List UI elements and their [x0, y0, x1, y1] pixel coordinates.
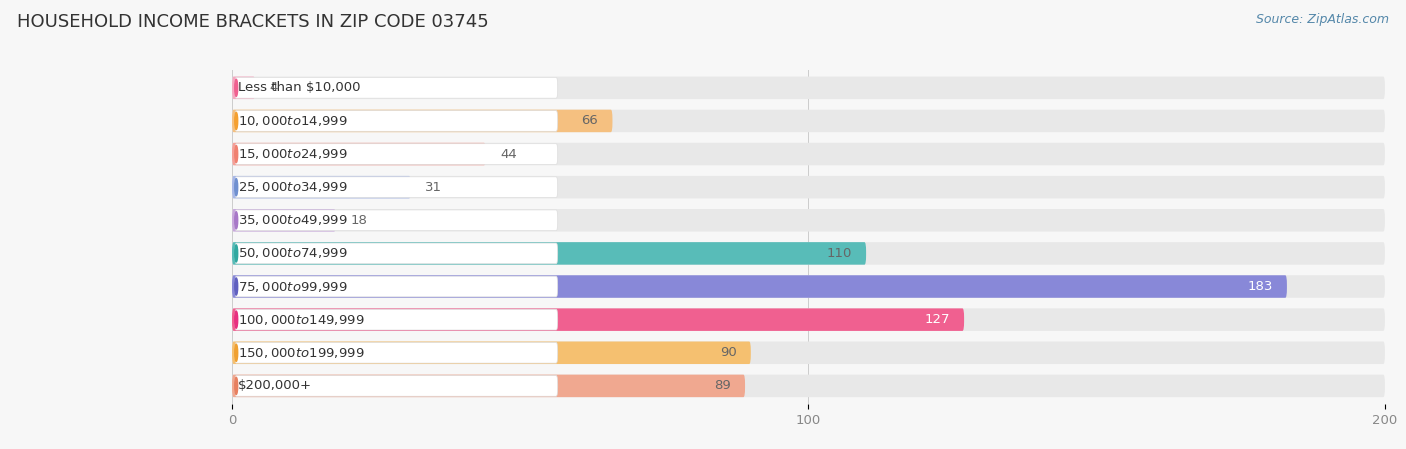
Text: 127: 127	[924, 313, 949, 326]
Circle shape	[235, 212, 238, 229]
Circle shape	[235, 145, 238, 163]
Text: 66: 66	[581, 114, 598, 128]
Text: $200,000+: $200,000+	[238, 379, 312, 392]
Text: 31: 31	[425, 180, 441, 194]
FancyBboxPatch shape	[232, 342, 751, 364]
Text: $50,000 to $74,999: $50,000 to $74,999	[238, 247, 347, 260]
FancyBboxPatch shape	[235, 144, 558, 164]
Text: 110: 110	[827, 247, 852, 260]
FancyBboxPatch shape	[232, 110, 613, 132]
FancyBboxPatch shape	[232, 242, 1385, 264]
FancyBboxPatch shape	[232, 242, 866, 264]
FancyBboxPatch shape	[235, 343, 558, 363]
FancyBboxPatch shape	[232, 143, 1385, 165]
FancyBboxPatch shape	[235, 276, 558, 297]
FancyBboxPatch shape	[235, 77, 558, 98]
FancyBboxPatch shape	[232, 275, 1385, 298]
Text: $35,000 to $49,999: $35,000 to $49,999	[238, 213, 347, 227]
FancyBboxPatch shape	[235, 210, 558, 231]
FancyBboxPatch shape	[232, 308, 1385, 331]
FancyBboxPatch shape	[232, 308, 965, 331]
FancyBboxPatch shape	[232, 275, 1286, 298]
FancyBboxPatch shape	[232, 76, 254, 99]
FancyBboxPatch shape	[232, 342, 1385, 364]
Text: Source: ZipAtlas.com: Source: ZipAtlas.com	[1256, 13, 1389, 26]
Circle shape	[235, 245, 238, 262]
Text: $15,000 to $24,999: $15,000 to $24,999	[238, 147, 347, 161]
Text: $25,000 to $34,999: $25,000 to $34,999	[238, 180, 347, 194]
Text: 18: 18	[350, 214, 367, 227]
Text: $10,000 to $14,999: $10,000 to $14,999	[238, 114, 347, 128]
FancyBboxPatch shape	[232, 209, 336, 232]
FancyBboxPatch shape	[232, 76, 1385, 99]
Text: $75,000 to $99,999: $75,000 to $99,999	[238, 280, 347, 294]
Circle shape	[235, 112, 238, 129]
FancyBboxPatch shape	[232, 176, 1385, 198]
Circle shape	[235, 344, 238, 361]
Text: HOUSEHOLD INCOME BRACKETS IN ZIP CODE 03745: HOUSEHOLD INCOME BRACKETS IN ZIP CODE 03…	[17, 13, 489, 31]
Text: 90: 90	[720, 346, 737, 359]
Text: Less than $10,000: Less than $10,000	[238, 81, 360, 94]
Text: 44: 44	[501, 148, 517, 161]
FancyBboxPatch shape	[235, 243, 558, 264]
Circle shape	[235, 311, 238, 328]
FancyBboxPatch shape	[232, 143, 485, 165]
Text: 89: 89	[714, 379, 731, 392]
FancyBboxPatch shape	[232, 374, 745, 397]
FancyBboxPatch shape	[232, 110, 1385, 132]
FancyBboxPatch shape	[232, 374, 1385, 397]
Text: $150,000 to $199,999: $150,000 to $199,999	[238, 346, 364, 360]
FancyBboxPatch shape	[235, 177, 558, 198]
Circle shape	[235, 377, 238, 394]
FancyBboxPatch shape	[235, 110, 558, 131]
Circle shape	[235, 179, 238, 196]
FancyBboxPatch shape	[235, 375, 558, 396]
FancyBboxPatch shape	[235, 309, 558, 330]
Text: 183: 183	[1247, 280, 1272, 293]
FancyBboxPatch shape	[232, 209, 1385, 232]
Text: 4: 4	[270, 81, 278, 94]
Circle shape	[235, 278, 238, 295]
FancyBboxPatch shape	[232, 176, 411, 198]
Circle shape	[235, 79, 238, 97]
Text: $100,000 to $149,999: $100,000 to $149,999	[238, 313, 364, 326]
